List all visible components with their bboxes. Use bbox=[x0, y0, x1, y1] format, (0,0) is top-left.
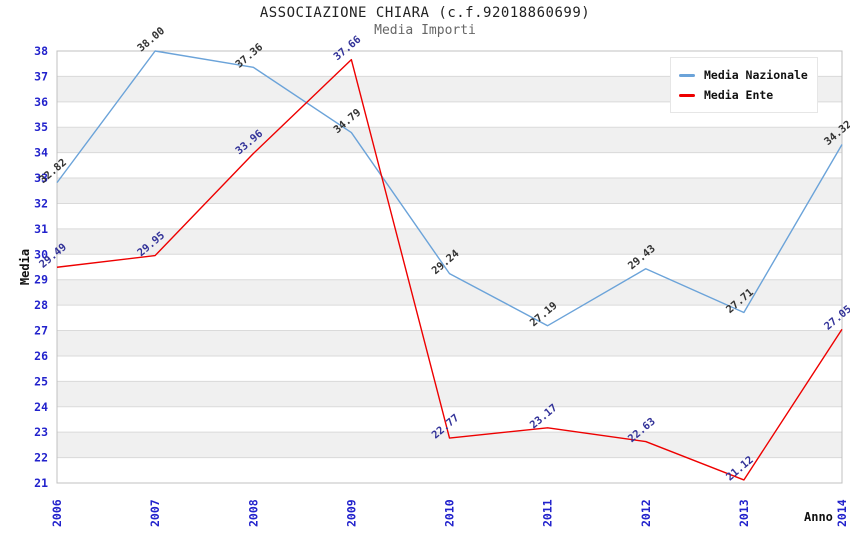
x-tick-label: 2009 bbox=[344, 499, 358, 527]
x-tick-label: 2012 bbox=[639, 499, 653, 527]
y-tick-label: 33 bbox=[34, 171, 48, 185]
y-tick-label: 27 bbox=[34, 324, 48, 338]
legend: Media Nazionale Media Ente bbox=[670, 57, 818, 113]
y-tick-label: 25 bbox=[34, 374, 48, 388]
y-tick-label: 24 bbox=[34, 400, 48, 414]
legend-swatch-ente-icon bbox=[679, 93, 695, 97]
y-tick-label: 31 bbox=[34, 222, 48, 236]
x-tick-label: 2013 bbox=[737, 499, 751, 527]
y-tick-label: 22 bbox=[34, 451, 48, 465]
legend-label-media-nazionale: Media Nazionale bbox=[704, 68, 808, 82]
series-line-0 bbox=[56, 50, 843, 327]
legend-swatch-nazionale-icon bbox=[679, 73, 695, 77]
y-tick-label: 35 bbox=[34, 120, 48, 134]
y-tick-label: 38 bbox=[34, 44, 48, 58]
x-tick-label: 2010 bbox=[443, 499, 457, 527]
x-tick-label: 2008 bbox=[246, 499, 260, 527]
y-tick-label: 32 bbox=[34, 196, 48, 210]
y-tick-label: 23 bbox=[34, 425, 48, 439]
y-tick-label: 36 bbox=[34, 95, 48, 109]
series-line-1 bbox=[56, 58, 843, 481]
data-point-label: 27.05 bbox=[822, 303, 850, 333]
legend-item-media-ente: Media Ente bbox=[679, 85, 809, 105]
x-tick-label: 2007 bbox=[148, 499, 162, 527]
legend-label-media-ente: Media Ente bbox=[704, 88, 774, 102]
grid-stripe bbox=[57, 330, 842, 356]
y-tick-label: 37 bbox=[34, 69, 48, 83]
chart-title: ASSOCIAZIONE CHIARA (c.f.92018860699) bbox=[259, 5, 591, 21]
chart-subtitle: Media Importi bbox=[374, 23, 476, 38]
data-point-label: 37.66 bbox=[331, 34, 363, 64]
x-axis-title: Anno bbox=[804, 510, 833, 524]
y-tick-label: 28 bbox=[34, 298, 48, 312]
grid-stripe bbox=[57, 127, 842, 153]
y-tick-label: 30 bbox=[34, 247, 48, 261]
grid-stripe bbox=[57, 279, 842, 306]
y-tick-label: 21 bbox=[34, 476, 48, 490]
x-tick-label: 2006 bbox=[50, 499, 64, 527]
grid-stripe bbox=[57, 381, 842, 407]
x-tick-label: 2011 bbox=[541, 499, 555, 527]
legend-item-media-nazionale: Media Nazionale bbox=[679, 65, 809, 85]
grid-stripe bbox=[57, 228, 842, 255]
x-tick-label: 2014 bbox=[835, 499, 849, 527]
y-tick-label: 26 bbox=[34, 349, 48, 363]
y-axis-title: Media bbox=[18, 248, 32, 286]
y-tick-label: 34 bbox=[34, 146, 48, 160]
grid-stripe bbox=[57, 178, 842, 204]
y-tick-label: 29 bbox=[34, 273, 48, 287]
